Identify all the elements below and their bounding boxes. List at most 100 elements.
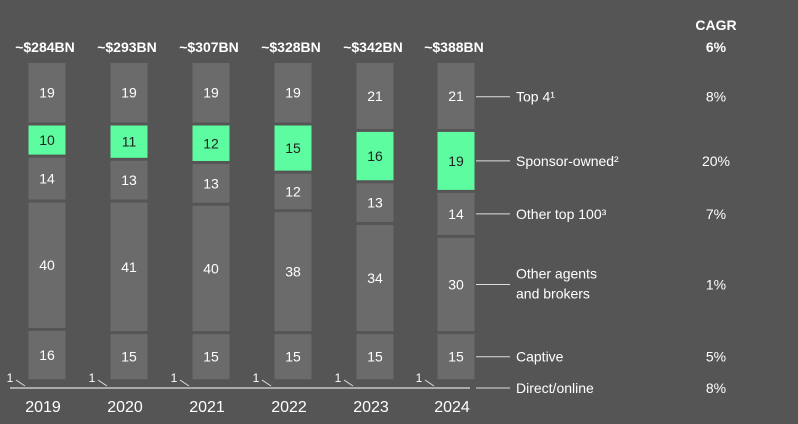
bar-value-label: 12 — [285, 183, 301, 199]
bar-segment — [192, 164, 230, 203]
bar-value-label: 15 — [285, 140, 301, 156]
bar-segment — [356, 183, 394, 222]
bar-value-label: 14 — [39, 171, 55, 187]
bar-segment — [28, 125, 66, 155]
bar-value-label: 19 — [448, 153, 464, 169]
bar-value-label: 15 — [367, 349, 383, 365]
bar-value-label: 34 — [367, 270, 383, 286]
bar-segment — [28, 202, 66, 328]
bar-value-label: 38 — [285, 264, 301, 280]
callout-line — [179, 379, 190, 387]
legend-label: Sponsor-owned² — [516, 153, 619, 169]
total-cagr-value: 6% — [706, 39, 727, 55]
bar-value-label: 40 — [203, 260, 219, 276]
callout-line — [343, 379, 354, 387]
direct-online-value-label: 1 — [416, 371, 423, 385]
bar-segment — [192, 125, 230, 162]
callout-line — [15, 379, 26, 387]
legend-label: Other agents — [516, 265, 597, 281]
bar-segment — [437, 334, 475, 380]
bar-value-label: 14 — [448, 206, 464, 222]
legend-label: Direct/online — [516, 380, 594, 396]
x-tick-label: 2024 — [434, 399, 470, 416]
bar-segment — [110, 160, 148, 200]
bar-value-label: 11 — [122, 134, 137, 150]
bar-segment — [192, 334, 230, 380]
bar-value-label: 21 — [367, 88, 383, 104]
bar-value-label: 13 — [203, 175, 219, 191]
cagr-value: 20% — [702, 153, 730, 169]
bar-value-label: 19 — [203, 85, 219, 101]
bar-segment — [28, 330, 66, 380]
bar-value-label: 19 — [285, 85, 301, 101]
bar-total-label: ~$284BN — [15, 39, 75, 55]
cagr-value: 7% — [706, 206, 726, 222]
direct-online-value-label: 1 — [171, 371, 178, 385]
bar-segment — [356, 131, 394, 181]
bar-segment — [110, 202, 148, 332]
bar-value-label: 40 — [39, 257, 55, 273]
bar-value-label: 19 — [39, 85, 55, 101]
x-tick-label: 2021 — [189, 399, 225, 416]
bar-segment — [110, 334, 148, 380]
bar-segment — [437, 131, 475, 190]
cagr-value: 8% — [706, 89, 726, 105]
bar-total-label: ~$388BN — [424, 39, 484, 55]
bar-total-label: ~$328BN — [261, 39, 321, 55]
bar-segment — [192, 205, 230, 332]
bar-segment — [274, 125, 312, 171]
bar-segment — [274, 63, 312, 123]
legend-label: Other top 100³ — [516, 206, 607, 222]
bar-segment — [437, 192, 475, 235]
x-tick-label: 2019 — [25, 399, 61, 416]
bar-segment — [110, 125, 148, 158]
x-tick-label: 2022 — [271, 399, 307, 416]
bar-segment — [274, 334, 312, 380]
bar-segment — [274, 212, 312, 332]
bar-value-label: 15 — [121, 349, 137, 365]
bar-segment — [356, 334, 394, 380]
bar-total-label: ~$293BN — [97, 39, 157, 55]
legend-label: and brokers — [516, 285, 590, 301]
bar-value-label: 10 — [39, 132, 55, 148]
bar-segment — [437, 237, 475, 332]
bar-segment — [356, 63, 394, 129]
cagr-value: 1% — [706, 276, 726, 292]
bar-segment — [28, 157, 66, 200]
callout-line — [424, 379, 435, 387]
bar-segment — [192, 63, 230, 123]
bar-segment — [274, 173, 312, 210]
bar-segment — [110, 63, 148, 123]
direct-online-value-label: 1 — [335, 371, 342, 385]
bar-value-label: 15 — [285, 349, 301, 365]
x-tick-label: 2023 — [353, 399, 389, 416]
bar-segment — [356, 225, 394, 332]
bar-value-label: 41 — [121, 259, 137, 275]
bar-total-label: ~$342BN — [343, 39, 403, 55]
bar-segment — [28, 63, 66, 123]
bar-value-label: 19 — [121, 85, 137, 101]
bar-value-label: 15 — [448, 349, 464, 365]
bar-value-label: 12 — [203, 135, 219, 151]
cagr-header: CAGR — [695, 17, 736, 33]
bar-total-label: ~$307BN — [179, 39, 239, 55]
bar-value-label: 16 — [367, 148, 383, 164]
direct-online-value-label: 1 — [89, 371, 96, 385]
cagr-value: 5% — [706, 349, 726, 365]
bar-value-label: 30 — [448, 276, 464, 292]
bar-value-label: 16 — [39, 347, 55, 363]
callout-line — [261, 379, 272, 387]
bar-value-label: 21 — [448, 88, 464, 104]
direct-online-value-label: 1 — [253, 371, 260, 385]
cagr-value: 8% — [706, 380, 726, 396]
legend-label: Captive — [516, 349, 564, 365]
legend-label: Top 4¹ — [516, 89, 555, 105]
bar-value-label: 13 — [121, 172, 137, 188]
x-tick-label: 2020 — [107, 399, 143, 416]
bar-value-label: 13 — [367, 195, 383, 211]
bar-segment — [437, 63, 475, 129]
callout-line — [97, 379, 108, 387]
direct-online-value-label: 1 — [7, 371, 14, 385]
